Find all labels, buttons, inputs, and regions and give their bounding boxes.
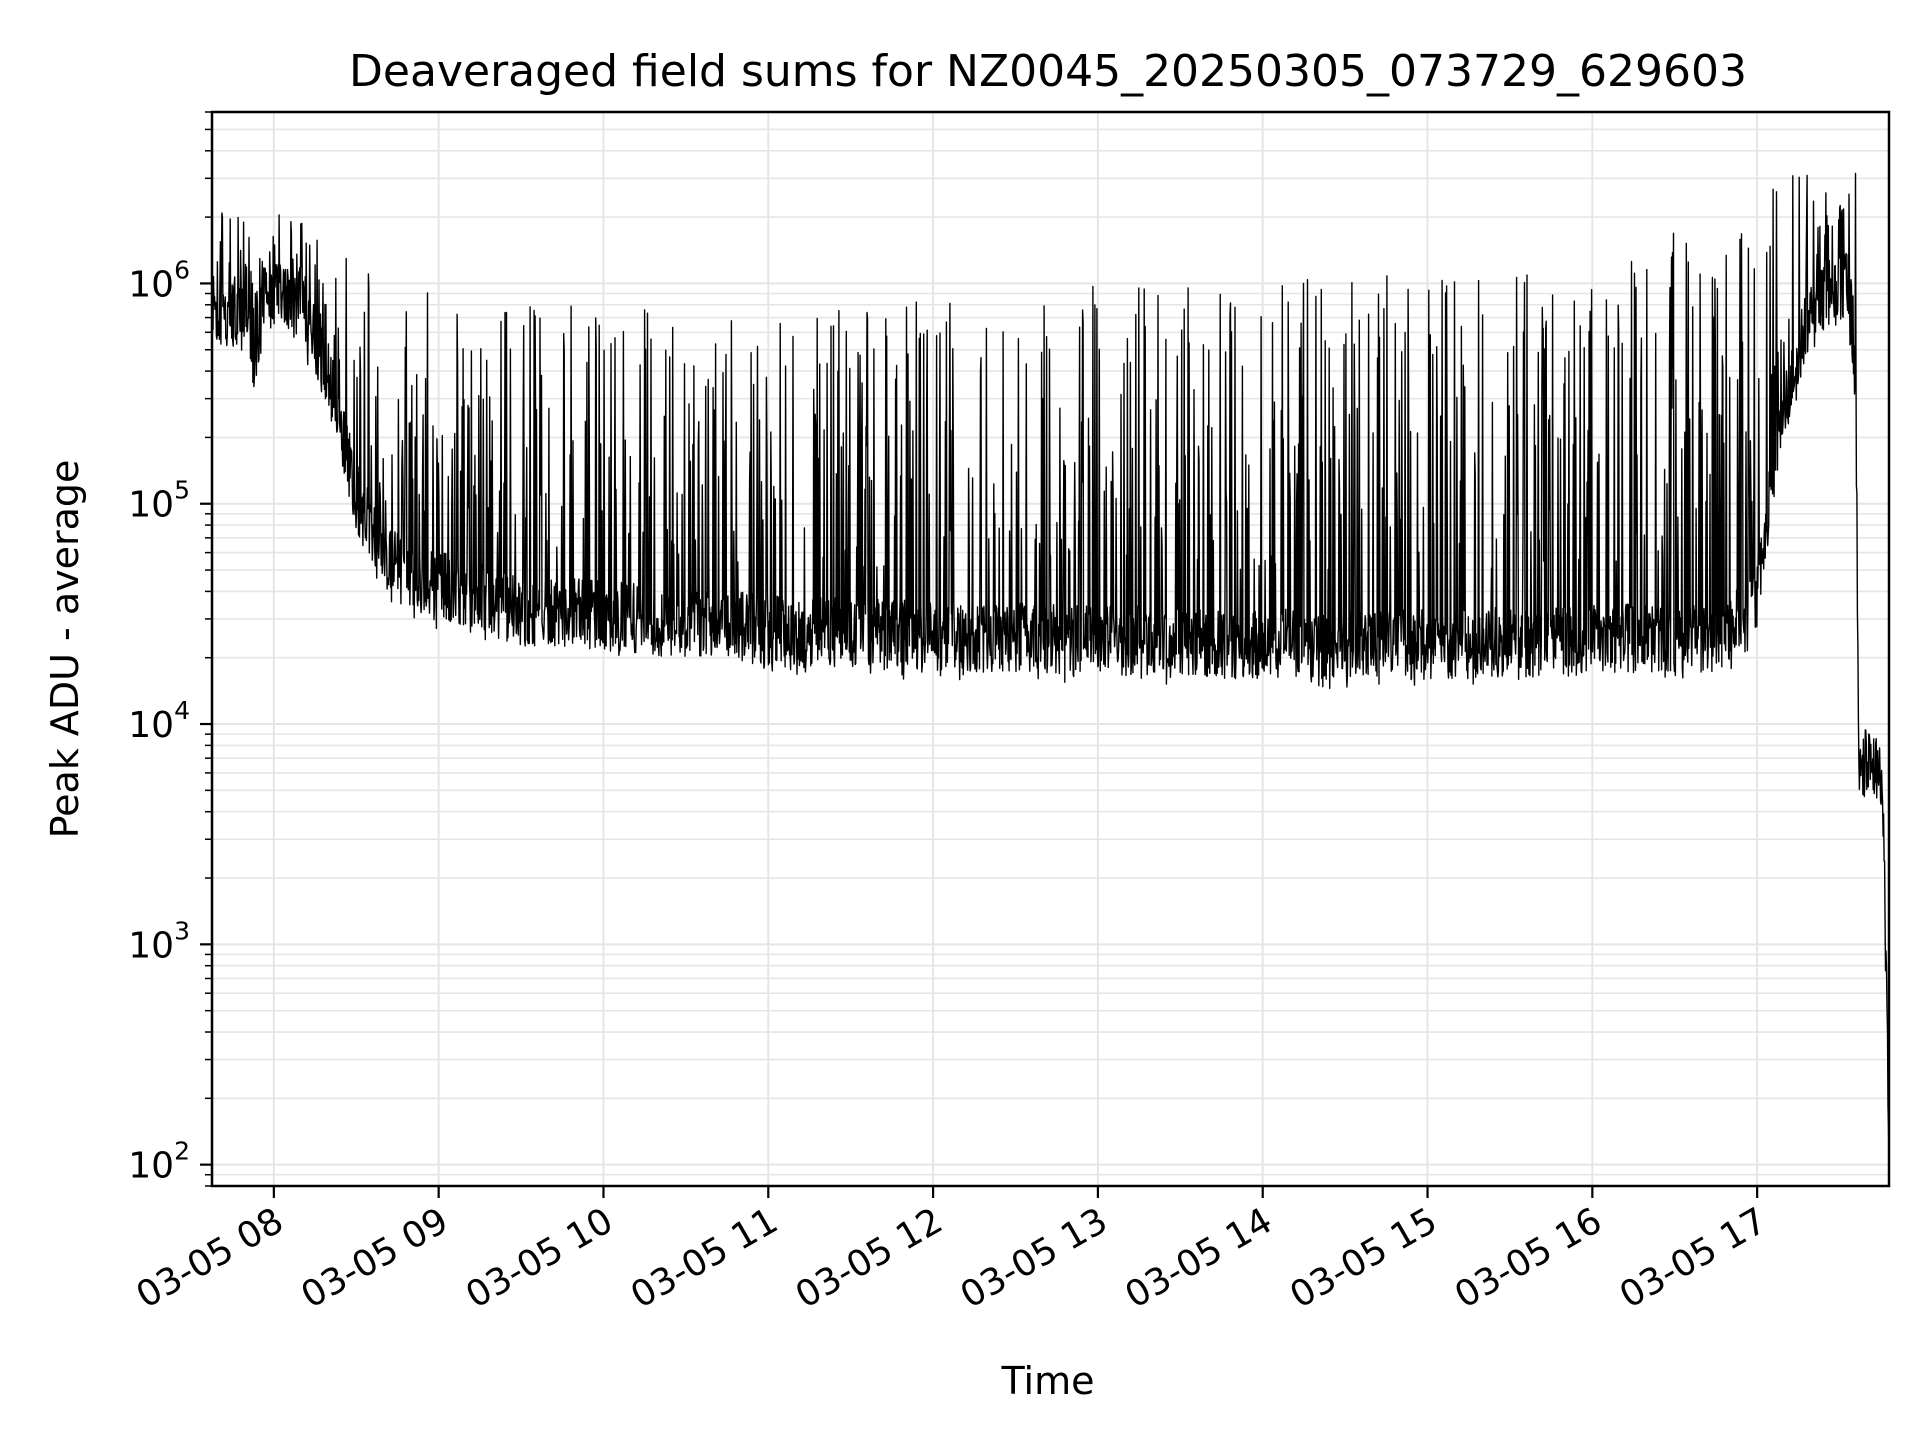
y-tick-exp: 6: [174, 255, 190, 284]
y-tick-base: 10: [128, 705, 174, 746]
y-tick-base: 10: [128, 264, 174, 305]
y-tick-exp: 5: [174, 476, 190, 505]
x-tick-label: 03-05 12: [789, 1200, 950, 1316]
x-tick-label: 03-05 09: [294, 1200, 455, 1316]
x-axis-label: Time: [1001, 1359, 1095, 1403]
x-tick-label: 03-05 14: [1119, 1200, 1280, 1316]
series-layer: [211, 172, 1890, 1158]
y-axis-label: Peak ADU - average: [43, 460, 87, 839]
x-tick-label: 03-05 10: [459, 1200, 620, 1316]
chart-title: Deaveraged field sums for NZ0045_2025030…: [349, 46, 1747, 97]
y-tick-label: 103: [128, 916, 190, 966]
y-tick-label: 102: [128, 1137, 190, 1187]
x-tick-label: 03-05 17: [1613, 1200, 1774, 1316]
y-tick-label: 104: [128, 696, 190, 746]
y-tick-label: 105: [128, 476, 190, 526]
y-tick-exp: 3: [174, 916, 190, 945]
y-tick-label: 106: [128, 255, 190, 305]
x-tick-label: 03-05 16: [1448, 1200, 1609, 1316]
y-tick-base: 10: [128, 485, 174, 526]
plot-frame: [210, 110, 1891, 1188]
y-tick-base: 10: [128, 1146, 174, 1187]
y-tick-exp: 2: [174, 1137, 190, 1166]
y-tick-exp: 4: [174, 696, 190, 725]
x-axis-ticks: 03-05 08 03-05 09 03-05 10 03-05 11 03-05 12…: [130, 1186, 1774, 1317]
x-tick-label: 03-05 08: [130, 1200, 291, 1316]
x-tick-label: 03-05 13: [954, 1200, 1115, 1316]
x-tick-label: 03-05 15: [1283, 1200, 1444, 1316]
x-tick-label: 03-05 11: [624, 1200, 785, 1316]
series-line: [211, 172, 1890, 1158]
y-tick-base: 10: [128, 925, 174, 966]
